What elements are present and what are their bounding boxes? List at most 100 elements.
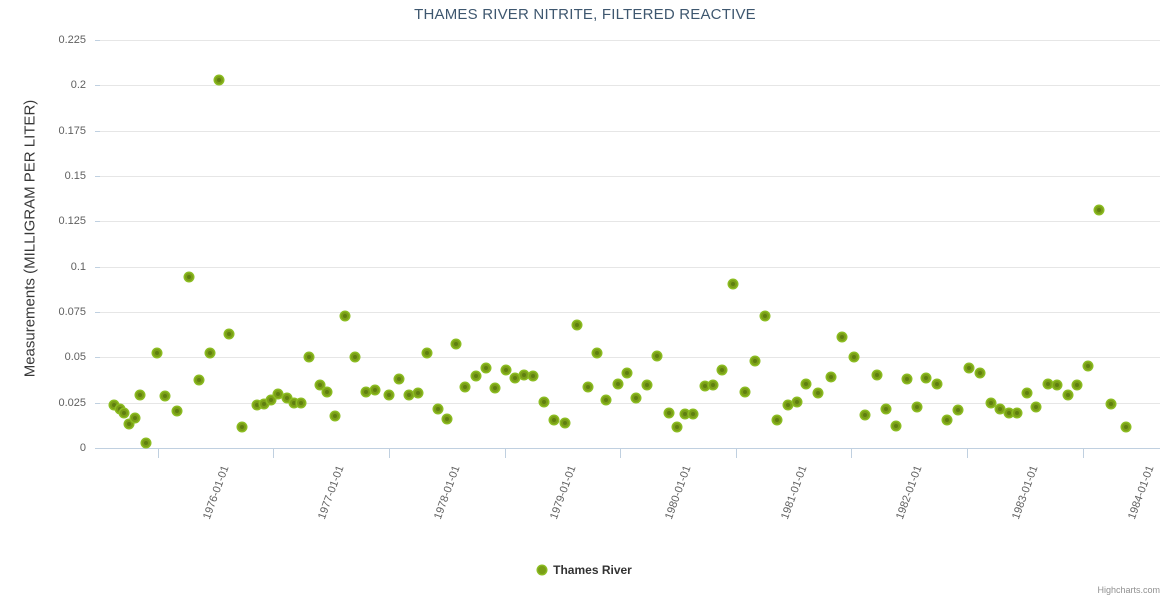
data-point[interactable] (501, 366, 510, 375)
data-point[interactable] (404, 390, 413, 399)
data-point[interactable] (205, 348, 214, 357)
data-point[interactable] (1084, 362, 1093, 371)
data-point[interactable] (892, 422, 901, 431)
data-point[interactable] (267, 395, 276, 404)
data-point[interactable] (142, 439, 151, 448)
data-point[interactable] (173, 406, 182, 415)
data-point[interactable] (996, 405, 1005, 413)
data-point[interactable] (384, 391, 393, 400)
data-point[interactable] (975, 368, 984, 377)
data-point[interactable] (238, 423, 247, 432)
legend-item-thames-river[interactable]: Thames River (538, 563, 632, 577)
data-point[interactable] (452, 339, 461, 348)
data-point[interactable] (305, 352, 314, 361)
data-point[interactable] (539, 397, 548, 406)
data-point[interactable] (613, 379, 622, 388)
data-point[interactable] (913, 403, 922, 412)
data-point[interactable] (672, 423, 681, 432)
data-point[interactable] (953, 405, 962, 414)
data-point[interactable] (1032, 403, 1041, 412)
data-point[interactable] (442, 414, 451, 423)
data-point[interactable] (274, 389, 282, 398)
data-point[interactable] (1122, 423, 1131, 432)
data-point[interactable] (550, 415, 559, 424)
data-point[interactable] (423, 348, 432, 357)
data-point[interactable] (520, 371, 529, 380)
data-point[interactable] (341, 311, 350, 320)
data-point[interactable] (882, 405, 891, 413)
data-point[interactable] (826, 373, 835, 382)
data-point[interactable] (195, 376, 204, 384)
data-point[interactable] (260, 399, 269, 408)
data-point[interactable] (1107, 399, 1116, 408)
data-point[interactable] (225, 329, 234, 338)
data-point[interactable] (760, 311, 769, 320)
data-point[interactable] (751, 356, 760, 365)
data-point[interactable] (1023, 388, 1032, 397)
data-point[interactable] (1063, 390, 1072, 399)
data-point[interactable] (583, 383, 592, 392)
data-point[interactable] (623, 368, 632, 377)
data-point[interactable] (330, 412, 339, 421)
data-point[interactable] (802, 379, 811, 388)
data-point[interactable] (290, 398, 299, 407)
data-point[interactable] (922, 374, 931, 383)
data-point[interactable] (560, 418, 569, 427)
data-point[interactable] (315, 381, 324, 390)
data-point[interactable] (413, 388, 422, 397)
data-point[interactable] (902, 375, 911, 384)
data-point[interactable] (932, 379, 941, 388)
data-point[interactable] (395, 375, 404, 384)
data-point[interactable] (461, 383, 470, 392)
data-point[interactable] (491, 384, 500, 393)
data-point[interactable] (783, 401, 792, 410)
data-point[interactable] (433, 405, 442, 413)
data-point[interactable] (632, 394, 641, 403)
data-point[interactable] (861, 411, 870, 420)
credits-label[interactable]: Highcharts.com (1097, 585, 1160, 595)
data-point[interactable] (717, 366, 726, 375)
data-point[interactable] (987, 398, 996, 407)
data-point[interactable] (849, 353, 858, 362)
data-point[interactable] (115, 405, 124, 413)
data-point[interactable] (351, 353, 360, 362)
data-point[interactable] (1094, 206, 1103, 215)
data-point[interactable] (813, 388, 822, 397)
data-point[interactable] (120, 408, 129, 417)
data-point[interactable] (688, 409, 697, 418)
data-point[interactable] (1004, 408, 1013, 417)
data-point[interactable] (573, 320, 582, 329)
data-point[interactable] (708, 381, 717, 390)
data-point[interactable] (653, 351, 662, 360)
data-point[interactable] (872, 370, 881, 379)
data-point[interactable] (1072, 380, 1081, 389)
data-point[interactable] (253, 401, 262, 410)
data-point[interactable] (1012, 408, 1021, 417)
data-point[interactable] (482, 364, 491, 373)
data-point[interactable] (700, 382, 709, 391)
data-point[interactable] (215, 75, 224, 84)
data-point[interactable] (793, 397, 802, 406)
data-point[interactable] (283, 394, 292, 403)
data-point[interactable] (729, 279, 738, 288)
data-point[interactable] (160, 392, 169, 401)
data-point[interactable] (529, 372, 538, 381)
data-point[interactable] (965, 364, 974, 373)
data-point[interactable] (130, 414, 139, 423)
data-point[interactable] (1053, 380, 1062, 389)
data-point[interactable] (741, 387, 750, 396)
data-point[interactable] (510, 374, 519, 383)
data-point[interactable] (680, 409, 689, 418)
data-point[interactable] (664, 408, 673, 417)
data-point[interactable] (124, 419, 133, 428)
data-point[interactable] (471, 372, 480, 381)
data-point[interactable] (602, 395, 611, 404)
data-point[interactable] (943, 415, 952, 424)
data-point[interactable] (322, 387, 331, 396)
data-point[interactable] (593, 348, 602, 357)
data-point[interactable] (1043, 379, 1052, 388)
data-point[interactable] (136, 390, 145, 399)
data-point[interactable] (371, 385, 380, 394)
data-point[interactable] (297, 398, 306, 407)
data-point[interactable] (185, 272, 193, 281)
